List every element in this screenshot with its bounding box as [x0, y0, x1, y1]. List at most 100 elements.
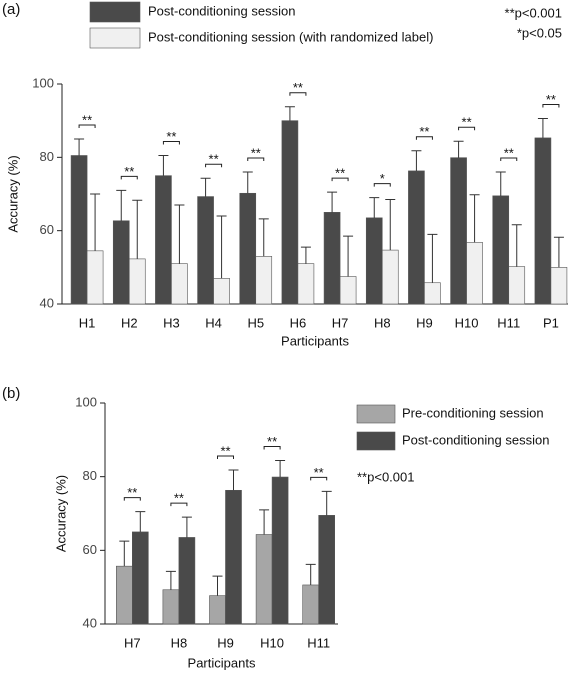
significance-label: **: [174, 491, 184, 506]
legend-label: Post-conditioning session (with randomiz…: [148, 29, 433, 44]
y-tick-label: 40: [83, 615, 97, 630]
error-bar: [90, 193, 101, 251]
bar: [132, 531, 149, 625]
significance-bracket: [123, 497, 141, 501]
bar: [70, 155, 88, 305]
legend-swatch: [356, 404, 396, 424]
significance-label: **: [419, 124, 429, 139]
significance-bracket: [500, 157, 518, 161]
bar: [381, 249, 399, 305]
error-bar: [242, 171, 253, 194]
error-bar: [135, 511, 146, 532]
bar: [213, 278, 230, 305]
error-bar: [369, 197, 380, 218]
error-bar: [132, 199, 143, 259]
bar: [281, 120, 299, 305]
bar: [302, 584, 320, 625]
significance-bracket: [415, 136, 433, 140]
error-bar: [216, 215, 227, 279]
x-tick-label: H8: [374, 315, 391, 330]
bar: [534, 137, 552, 305]
error-bar: [385, 199, 396, 251]
bar: [255, 256, 273, 305]
significance-label: **: [124, 164, 134, 179]
bar: [450, 157, 467, 305]
significance-bracket: [205, 163, 223, 168]
panel-label: (a): [2, 1, 20, 18]
legend-swatch: [89, 27, 141, 49]
significance-label: **: [314, 465, 324, 480]
bar: [318, 515, 336, 625]
bar: [197, 196, 214, 305]
legend-label: Pre-conditioning session: [402, 405, 544, 420]
x-tick-label: H6: [290, 315, 307, 330]
error-bar: [165, 570, 176, 590]
y-tick-label: 80: [83, 468, 97, 483]
error-bar: [275, 459, 286, 478]
error-bar: [411, 150, 422, 171]
significance-bracket: [120, 175, 138, 180]
x-tick-label: P1: [543, 315, 559, 330]
significance-label: **: [546, 92, 556, 107]
error-bar: [74, 138, 85, 156]
significance-bracket: [162, 141, 180, 145]
bar: [550, 267, 568, 305]
x-tick-label: H9: [416, 315, 433, 330]
y-tick-label: 100: [32, 75, 54, 90]
significance-label: **: [251, 145, 261, 160]
significance-label: **: [127, 485, 137, 500]
x-tick-label: H7: [332, 315, 349, 330]
error-bar: [259, 509, 270, 535]
significance-label: *: [380, 171, 385, 186]
x-tick-label: H3: [163, 315, 180, 330]
bar: [128, 258, 146, 305]
significance-label: **: [220, 443, 230, 458]
significance-bracket: [373, 183, 391, 187]
bar: [116, 565, 133, 625]
error-bar: [158, 155, 169, 176]
bar: [508, 266, 526, 305]
error-bar: [212, 575, 223, 596]
significance-note: **p<0.001: [357, 469, 414, 484]
significance-label: **: [267, 434, 277, 449]
y-tick-label: 100: [75, 394, 97, 409]
bar: [86, 250, 104, 305]
significance-note: *p<0.05: [517, 25, 562, 40]
bar: [408, 170, 425, 305]
significance-bracket: [310, 476, 328, 481]
bar: [178, 537, 196, 625]
x-tick-label: H9: [217, 635, 234, 650]
bar: [255, 534, 273, 625]
bar: [424, 282, 441, 305]
error-bar: [300, 246, 311, 264]
x-tick-label: H8: [171, 635, 188, 650]
x-tick-label: H2: [121, 315, 138, 330]
legend-label: Post-conditioning session: [402, 432, 549, 447]
x-tick-label: H1: [79, 315, 96, 330]
error-bar: [453, 140, 464, 158]
legend-swatch: [89, 1, 141, 23]
significance-bracket: [247, 157, 265, 161]
significance-note: **p<0.001: [505, 5, 562, 20]
x-tick-label: H5: [247, 315, 264, 330]
x-tick-label: H4: [205, 315, 222, 330]
significance-label: **: [335, 166, 345, 181]
bar: [162, 589, 180, 625]
y-axis-label: Accuracy (%): [53, 475, 68, 552]
y-tick-label: 60: [83, 542, 97, 557]
significance-label: **: [82, 112, 92, 127]
bar: [171, 263, 188, 305]
bar: [239, 192, 257, 305]
error-bar: [284, 106, 295, 121]
error-bar: [116, 189, 127, 221]
error-bar: [305, 563, 316, 585]
x-tick-label: H10: [260, 635, 284, 650]
bar: [225, 489, 242, 625]
significance-bracket: [263, 445, 281, 450]
error-bar: [321, 490, 332, 516]
bar: [155, 175, 172, 305]
x-axis-label: Participants: [188, 655, 256, 670]
y-tick-label: 40: [40, 295, 54, 310]
x-tick-label: H11: [497, 315, 520, 330]
